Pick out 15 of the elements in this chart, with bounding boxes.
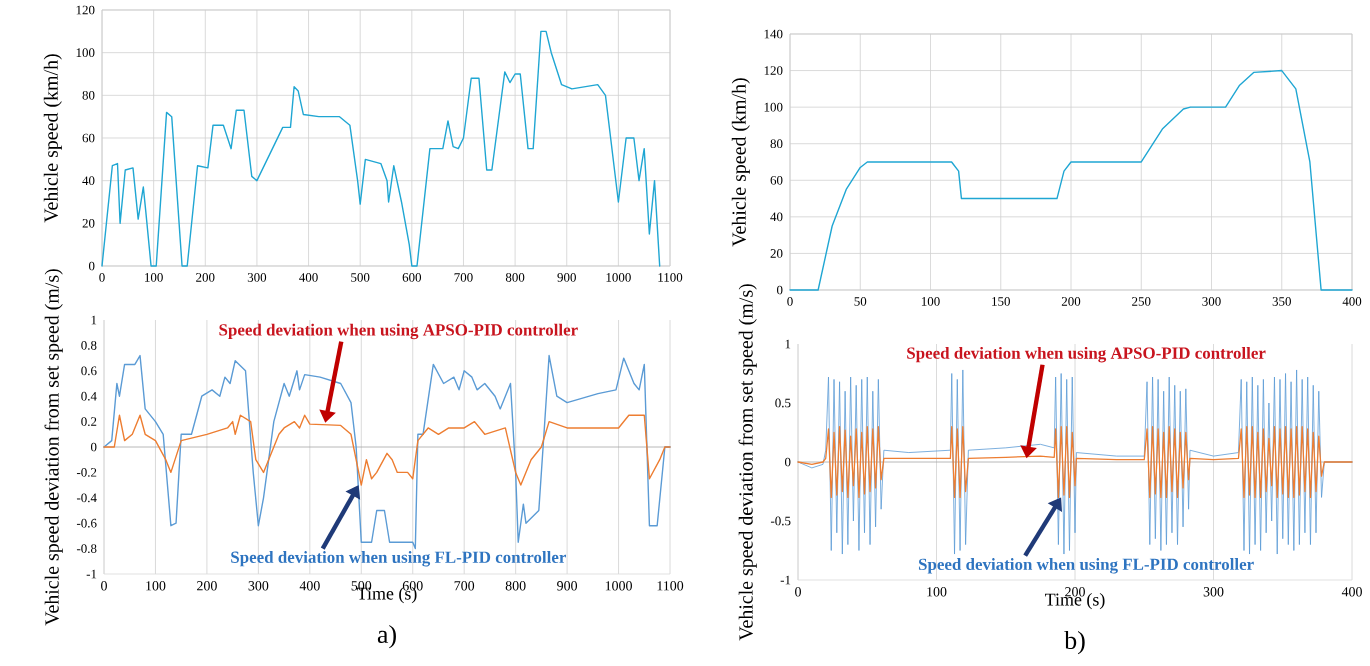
y-axis-title: Vehicle speed deviation from set speed (m/s) [738, 284, 757, 641]
annotation: Speed deviation when using FL-PID controller [231, 551, 567, 567]
text: b) [1064, 630, 1085, 655]
x-axis-title: Time (s) [357, 587, 417, 604]
annotation: Speed deviation when using APSO-PID controller [219, 323, 578, 340]
y-axis-title: Vehicle speed deviation from set speed (m/s) [44, 269, 63, 626]
y-axis-title: Vehicle speed (km/h) [731, 78, 750, 247]
line-series [101, 30, 661, 267]
annotation: Speed deviation when using APSO-PID controller [907, 346, 1266, 363]
y-axis-title: Vehicle speed (km/h) [43, 54, 62, 223]
x-axis-title: Time (s) [1045, 593, 1105, 610]
annotation: Speed deviation when using FL-PID controller [918, 558, 1254, 574]
text: a) [377, 624, 396, 649]
line-series [789, 69, 1353, 291]
line-series [103, 354, 671, 550]
